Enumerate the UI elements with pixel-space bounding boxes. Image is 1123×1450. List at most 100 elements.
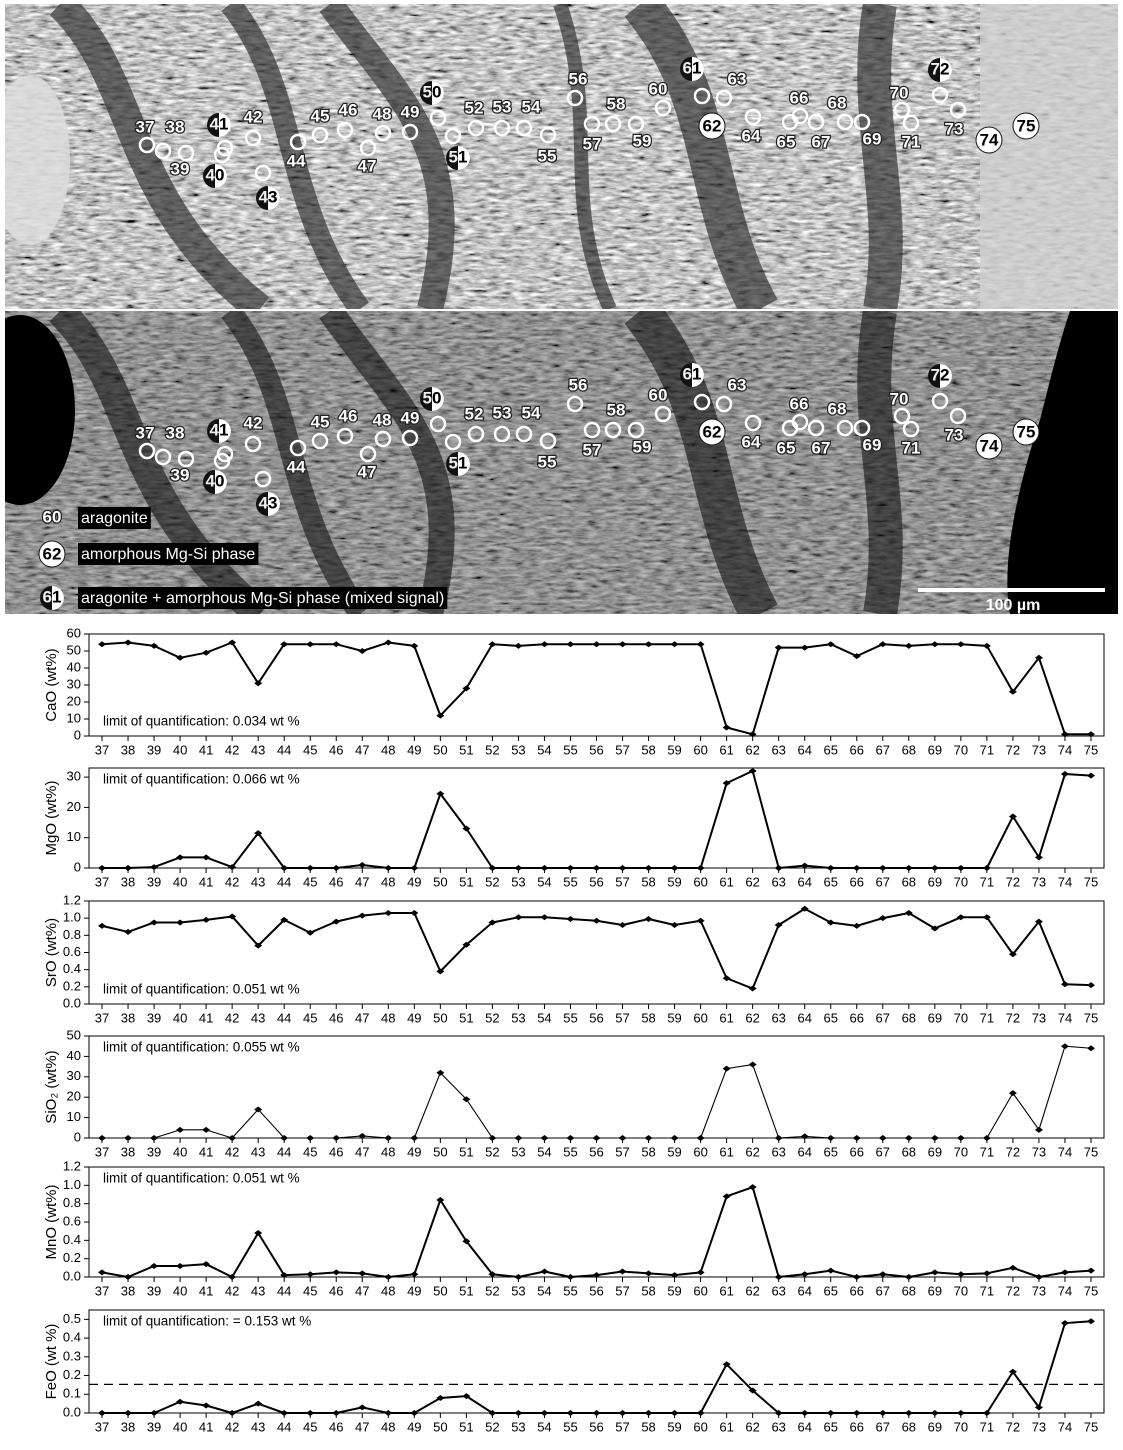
x-tick-label: 61 (719, 1144, 733, 1159)
data-point (905, 1274, 913, 1280)
x-tick-label: 43 (251, 1144, 265, 1159)
spot-label: 43 (259, 493, 278, 512)
x-tick-label: 65 (823, 742, 837, 757)
y-tick-label: 0.0 (63, 995, 81, 1010)
x-tick-label: 53 (511, 1419, 525, 1434)
x-tick-label: 65 (823, 1283, 837, 1298)
x-tick-label: 39 (147, 1419, 161, 1434)
y-tick-label: 0 (74, 859, 81, 874)
data-point (697, 1410, 705, 1416)
x-tick-label: 50 (433, 874, 447, 889)
data-point (905, 1410, 913, 1416)
x-tick-label: 42 (225, 874, 239, 889)
spot-label: 40 (206, 165, 225, 184)
data-point (410, 865, 418, 871)
spot-label: 69 (863, 435, 882, 454)
x-tick-label: 49 (407, 1419, 421, 1434)
x-tick-label: 49 (407, 874, 421, 889)
data-point (384, 865, 392, 871)
data-point (1087, 1318, 1095, 1324)
data-point (879, 1135, 887, 1141)
x-tick-label: 67 (876, 1144, 890, 1159)
data-point (124, 865, 132, 871)
spot-label: 50 (423, 388, 442, 407)
spot-label: 62 (703, 116, 722, 135)
data-point (228, 1410, 236, 1416)
data-point (514, 1274, 522, 1280)
spot-label: 52 (465, 98, 484, 117)
data-point (645, 916, 653, 922)
x-tick-label: 48 (381, 1419, 395, 1434)
data-line (102, 1187, 1091, 1277)
spot-label: 61 (683, 58, 702, 77)
spot-label: 48 (373, 104, 392, 123)
spot-label: 59 (633, 131, 652, 150)
x-tick-label: 59 (667, 742, 681, 757)
spot-label: 43 (259, 187, 278, 206)
x-tick-label: 44 (277, 1283, 291, 1298)
data-point (254, 1106, 262, 1112)
x-tick-label: 59 (667, 1010, 681, 1025)
spot-label: 63 (728, 375, 747, 394)
annotation: limit of quantification: = 0.153 wt % (103, 1314, 311, 1329)
y-tick-label: 50 (67, 642, 81, 657)
y-tick-label: 10 (67, 1109, 81, 1124)
data-point (1061, 981, 1069, 987)
x-tick-label: 63 (771, 742, 785, 757)
x-tick-label: 39 (147, 742, 161, 757)
spot-label: 65 (777, 438, 796, 457)
data-point (332, 641, 340, 647)
data-point (827, 1268, 835, 1274)
x-tick-label: 45 (303, 1419, 317, 1434)
data-point (410, 643, 418, 649)
x-tick-label: 62 (745, 1419, 759, 1434)
spot-label: 45 (311, 106, 330, 125)
x-tick-label: 55 (563, 1010, 577, 1025)
x-tick-label: 57 (615, 742, 629, 757)
x-tick-label: 61 (719, 1419, 733, 1434)
x-tick-label: 66 (850, 1010, 864, 1025)
data-point (723, 1193, 731, 1199)
x-tick-label: 63 (771, 1283, 785, 1298)
x-tick-label: 73 (1032, 1419, 1046, 1434)
x-tick-label: 43 (251, 874, 265, 889)
x-tick-label: 68 (902, 1283, 916, 1298)
data-point (801, 1410, 809, 1416)
spot-label: 58 (607, 400, 626, 419)
data-point (280, 1135, 288, 1141)
y-tick-label: 60 (67, 625, 81, 640)
x-tick-label: 68 (902, 874, 916, 889)
y-tick-label: 0.0 (63, 1268, 81, 1283)
y-tick-label: 30 (67, 1068, 81, 1083)
x-tick-label: 57 (615, 1283, 629, 1298)
data-point (98, 1269, 106, 1275)
x-tick-label: 70 (954, 1010, 968, 1025)
spot-label: 70 (890, 83, 909, 102)
x-tick-label: 54 (537, 1144, 551, 1159)
x-tick-label: 57 (615, 1010, 629, 1025)
spot-label: 50 (423, 82, 442, 101)
x-tick-label: 47 (355, 1283, 369, 1298)
x-tick-label: 58 (641, 874, 655, 889)
spot-label: 37 (136, 117, 155, 136)
y-axis-title: FeO (wt %) (43, 1324, 60, 1400)
x-tick-label: 70 (954, 742, 968, 757)
y-tick-label: 40 (67, 659, 81, 674)
x-tick-label: 65 (823, 1010, 837, 1025)
data-point (619, 641, 627, 647)
spot-label: 72 (931, 59, 950, 78)
x-tick-label: 69 (928, 1144, 942, 1159)
x-tick-label: 62 (745, 1283, 759, 1298)
x-tick-label: 58 (641, 1419, 655, 1434)
x-tick-label: 41 (199, 874, 213, 889)
x-tick-label: 63 (771, 1419, 785, 1434)
data-point (671, 1410, 679, 1416)
x-tick-label: 39 (147, 1144, 161, 1159)
data-point (879, 865, 887, 871)
data-point (983, 1410, 991, 1416)
data-point (436, 1197, 444, 1203)
data-point (593, 641, 601, 647)
data-point (306, 865, 314, 871)
legend-label: amorphous Mg-Si phase (81, 546, 255, 563)
spot-label: 61 (683, 364, 702, 383)
